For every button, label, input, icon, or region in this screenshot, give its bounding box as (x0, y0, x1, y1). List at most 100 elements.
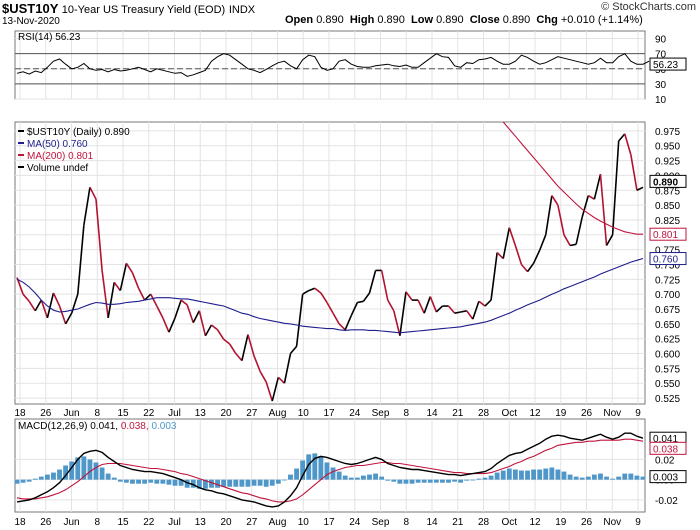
macd-histogram-bar (555, 469, 561, 480)
macd-histogram-bar (306, 454, 312, 480)
macd-histogram-bar (476, 478, 482, 480)
price-line-segment (192, 310, 201, 324)
price-line-segment (405, 291, 413, 301)
rsi-legend: RSI(14) 56.23 (18, 32, 81, 43)
price-line-segment (557, 204, 565, 235)
price-line-segment (551, 195, 559, 206)
price-line-segment (472, 301, 480, 320)
price-x-tick-label: 9 (635, 408, 641, 419)
macd-histogram-bar (634, 475, 640, 480)
chg-label: Chg (536, 14, 558, 26)
price-tick-label: 0.775 (655, 246, 680, 257)
price-line-segment (144, 293, 152, 301)
chg-value: +0.010 (+1.14%) (560, 14, 643, 26)
macd-histogram-bar (51, 472, 56, 480)
macd-histogram-bar (628, 473, 634, 480)
price-line-segment (34, 299, 43, 312)
rsi-panel-frame (14, 30, 646, 100)
price-line-segment (581, 195, 590, 218)
macd-tick-label: 0.02 (655, 455, 675, 466)
macd-last-value: 0.003 (653, 473, 678, 484)
close-value: 0.890 (502, 14, 531, 26)
macd-histogram-bar (537, 469, 543, 480)
macd-x-tick-label: Nov (603, 517, 621, 528)
macd-histogram-bar (318, 456, 324, 480)
price-line-segment (113, 281, 121, 292)
price-line-segment (156, 305, 164, 319)
price-line-segment (563, 234, 571, 246)
price-line-segment (295, 294, 304, 347)
macd-histogram-bar (482, 477, 488, 480)
price-x-tick-label: 18 (14, 408, 26, 419)
macd-histogram-bar (160, 479, 166, 484)
price-panel-frame (14, 121, 646, 405)
price-line-segment (186, 304, 195, 323)
macd-histogram-bar (251, 479, 257, 486)
price-tick-label: 0.825 (655, 216, 680, 227)
macd-histogram-bar (409, 479, 415, 484)
price-line-segment (168, 317, 176, 333)
stockcharts-credit: © StockCharts.com (601, 1, 696, 13)
rsi-last-value-box (649, 57, 687, 71)
macd-histogram-bar (585, 476, 591, 480)
price-line-segment (40, 299, 49, 319)
price-line-segment (466, 310, 474, 320)
macd-histogram-bar (470, 479, 476, 481)
macd-x-tick-label: 24 (349, 517, 361, 528)
macd-histogram-bar (99, 467, 105, 480)
price-line-segment (332, 312, 340, 325)
price-tick-label: 0.950 (655, 142, 680, 153)
macd-last-value-box (649, 441, 687, 455)
macd-histogram-bar (300, 460, 306, 480)
macd-histogram-bar (519, 470, 524, 480)
price-line-segment (538, 234, 547, 251)
price-line-segment (362, 292, 371, 302)
macd-histogram-bar (142, 479, 148, 484)
price-line-segment (223, 338, 231, 345)
macd-histogram-bar (221, 479, 227, 487)
macd-line (16, 432, 644, 508)
price-last-value: 0.890 (653, 177, 678, 188)
price-x-tick-label: Jul (168, 408, 181, 419)
price-line-segment (137, 287, 146, 301)
macd-x-tick-label: 8 (94, 517, 100, 528)
price-line-segment (417, 299, 425, 314)
price-line-segment (235, 353, 243, 362)
macd-histogram-bar (494, 472, 500, 480)
low-value: 0.890 (436, 14, 464, 26)
macd-histogram-bar (506, 468, 512, 480)
macd-histogram-bar (44, 474, 50, 480)
price-line-segment (131, 272, 140, 289)
rsi-tick-label: 10 (655, 95, 667, 106)
price-line-segment (265, 381, 274, 402)
macd-histogram-bar (567, 474, 573, 480)
macd-x-tick-label: 20 (220, 517, 232, 528)
macd-histogram-bar (373, 473, 379, 480)
price-x-tick-label: 24 (349, 408, 361, 419)
macd-histogram-bar (543, 468, 549, 480)
price-line-segment (198, 310, 207, 336)
price-line-segment (611, 140, 620, 235)
price-last-value: 0.760 (653, 255, 678, 266)
price-line-segment (89, 186, 97, 200)
macd-legend-title: MACD(12,26,9) (18, 421, 90, 432)
price-line-segment (204, 324, 213, 337)
legend-volume: Volume undef (27, 163, 88, 174)
macd-histogram-bar (105, 473, 111, 480)
price-line-segment (429, 296, 438, 313)
price-line-segment (593, 174, 602, 200)
ohlc-readout: Open 0.890 High 0.890 Low 0.890 Close 0.… (285, 14, 643, 26)
price-line-segment (569, 243, 577, 247)
price-tick-label: 0.700 (655, 290, 680, 301)
price-line-segment (308, 287, 316, 292)
macd-histogram-bar (579, 477, 585, 480)
price-line-segment (380, 270, 389, 301)
macd-last-value: 0.041 (653, 434, 678, 445)
macd-histogram-bar (20, 479, 26, 483)
price-x-tick-label: Sep (372, 408, 390, 419)
rsi-line (16, 53, 650, 77)
macd-histogram-bar (239, 479, 245, 487)
price-line-segment (502, 227, 511, 259)
price-x-tick-label: 26 (40, 408, 52, 419)
price-tick-label: 0.875 (655, 186, 680, 197)
